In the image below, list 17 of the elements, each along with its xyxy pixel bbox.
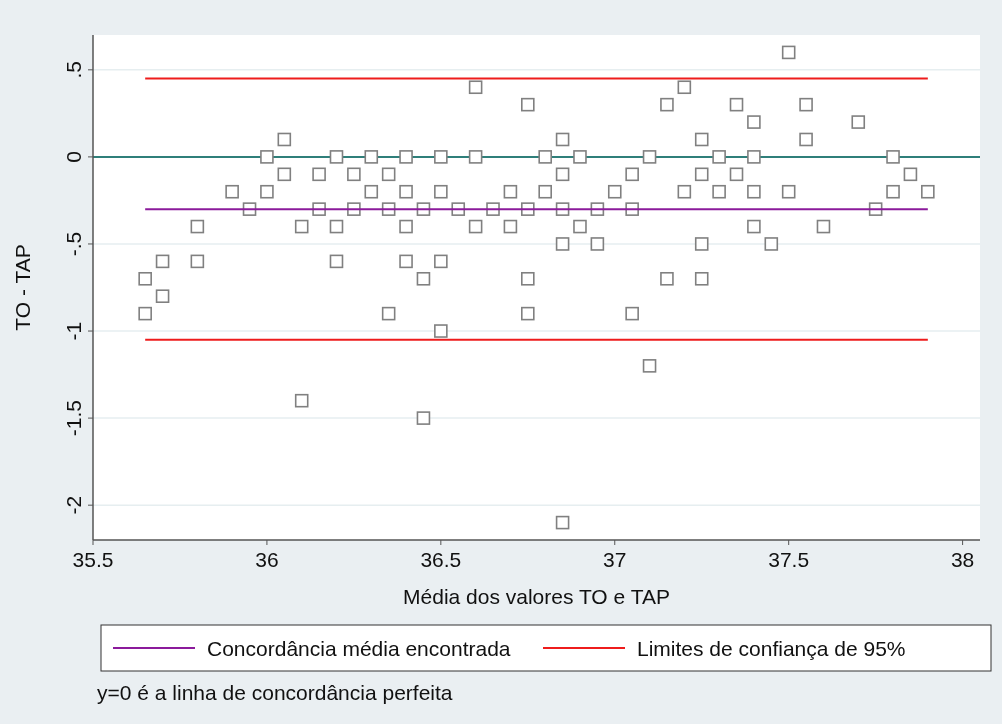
x-tick-label: 37.5 <box>768 548 810 571</box>
y-tick-label: -2 <box>62 495 85 515</box>
y-axis-title: TO - TAP <box>11 244 34 331</box>
x-axis-title: Média dos valores TO e TAP <box>403 585 670 608</box>
y-tick-label: .5 <box>62 61 85 79</box>
x-tick-label: 36.5 <box>420 548 462 571</box>
text: y=0 é a linha de concordância perfeita <box>97 681 453 704</box>
y-tick-label: -1.5 <box>62 400 85 437</box>
x-tick-label: 35.5 <box>72 548 114 571</box>
y-tick-label: -1 <box>62 321 85 341</box>
x-tick-label: 38 <box>950 548 975 571</box>
x-tick-label: 37 <box>603 548 627 571</box>
x-tick-label: 36 <box>255 548 279 571</box>
legend-label: Limites de confiança de 95% <box>637 637 906 660</box>
y-tick-label: 0 <box>62 151 85 163</box>
legend-label: Concordância média encontrada <box>207 637 511 660</box>
y-tick-label: -.5 <box>62 231 85 257</box>
